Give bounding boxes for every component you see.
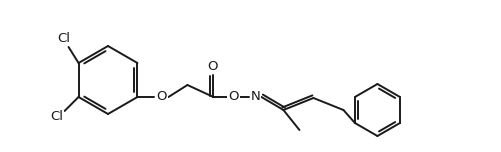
Text: O: O — [156, 90, 167, 104]
Text: Cl: Cl — [50, 109, 63, 123]
Text: O: O — [207, 59, 218, 73]
Text: N: N — [250, 90, 261, 104]
Text: Cl: Cl — [57, 31, 70, 45]
Text: O: O — [228, 90, 238, 104]
